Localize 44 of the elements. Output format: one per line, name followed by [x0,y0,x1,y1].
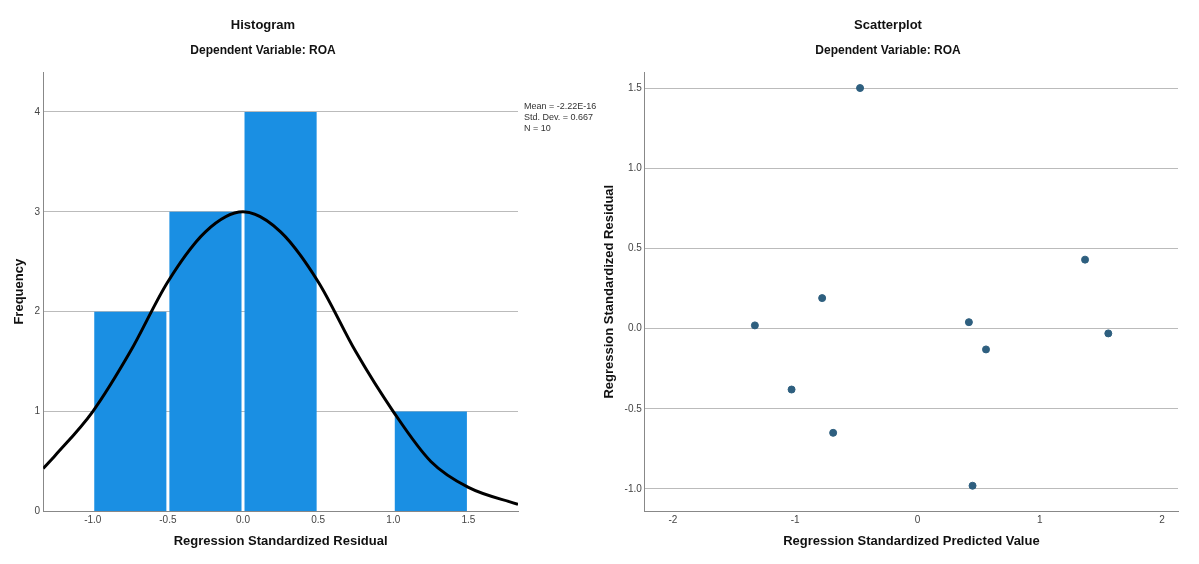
x-tick-label: -2 [668,514,678,526]
y-tick-label: 1 [34,405,41,417]
x-tick-label: 1.5 [461,514,476,526]
y-tick-label: 3 [34,205,41,217]
x-tick-label: 0.5 [311,514,326,526]
text: N = 10 [524,122,551,133]
text: Mean = -2.22E-16 [524,100,597,111]
chart-title: Histogram [230,17,296,33]
text: Std. Dev. = 0.667 [524,111,594,122]
point [982,345,991,354]
chart-title: Scatterplot [854,17,923,33]
y-tick-label: 0.0 [627,322,643,334]
y-tick-label: 0 [34,505,41,517]
chart-subtitle: Dependent Variable: ROA [190,43,337,58]
y-axis-title: Regression Standardized Residual [601,184,617,399]
point [964,318,973,327]
point [750,321,759,330]
point [1104,329,1113,338]
point [787,385,796,394]
x-tick-label: -1.0 [84,514,102,526]
y-tick-label: 0.5 [627,242,643,254]
chart-subtitle: Dependent Variable: ROA [815,43,962,58]
point [829,428,838,437]
x-axis-title: Regression Standardized Residual [173,532,388,548]
point [818,294,827,303]
point [1081,255,1090,264]
x-tick-label: -1 [790,514,801,526]
x-axis-title: Regression Standardized Predicted Value [783,532,1040,548]
x-tick-label: 1.0 [386,514,401,526]
y-tick-label: 2 [34,305,41,317]
y-axis-title: Frequency [11,258,27,325]
point [968,481,977,490]
x-tick-label: -0.5 [159,514,177,526]
y-tick-label: 4 [34,105,41,117]
line-series [43,210,518,506]
x-tick-label: 1 [1037,514,1044,526]
x-tick-label: 0.0 [236,514,251,526]
y-tick-label: -0.5 [624,402,643,414]
y-tick-label: 1.0 [627,161,643,173]
y-tick-label: 1.5 [627,81,643,93]
y-tick-label: -1.0 [624,482,643,494]
point [856,84,865,93]
x-tick-label: 0 [914,514,921,526]
x-tick-label: 2 [1159,514,1166,526]
